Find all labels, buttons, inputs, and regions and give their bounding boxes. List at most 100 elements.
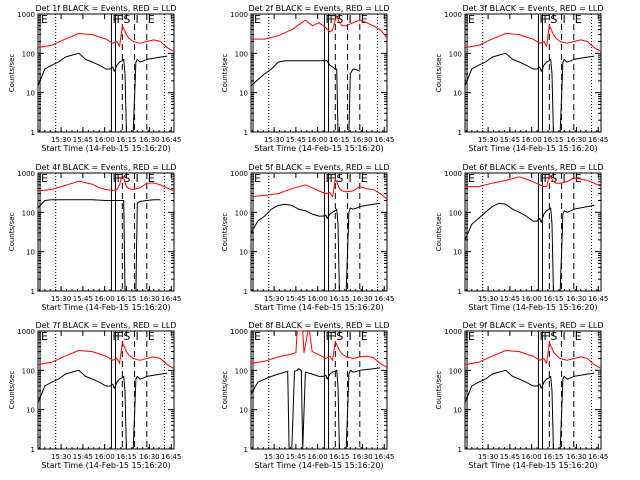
marker-label: I — [563, 330, 566, 343]
marker-label: S — [550, 13, 557, 26]
x-tick-label: 15:30 — [264, 453, 284, 461]
series-line-events — [37, 199, 161, 292]
y-tick-label: 1 — [244, 446, 248, 454]
x-tick-label: 15:30 — [478, 295, 498, 303]
x-tick-label: 15:30 — [51, 295, 71, 303]
y-tick-label: 1 — [458, 446, 462, 454]
y-tick-label: 1000 — [17, 170, 35, 178]
marker-label: S — [123, 172, 130, 185]
series-line-events — [37, 52, 168, 133]
series-line-events — [464, 369, 595, 450]
y-tick-label: 1000 — [230, 170, 248, 178]
x-tick-label: 16:30 — [352, 136, 372, 144]
series-line-lld — [465, 174, 602, 188]
panel-title: Det 7f BLACK = Events, RED = LLD — [35, 321, 176, 330]
panel-title: Det 5f BLACK = Events, RED = LLD — [248, 163, 389, 172]
marker-label: E — [361, 13, 368, 26]
marker-label: E — [148, 13, 155, 26]
x-tick-label: 16:30 — [139, 136, 159, 144]
x-tick-label: 16:30 — [566, 136, 586, 144]
marker-label: E — [361, 330, 368, 343]
x-tick-label: 16:15 — [543, 453, 563, 461]
y-tick-label: 1000 — [17, 11, 35, 19]
x-tick-label: 16:15 — [329, 453, 349, 461]
x-tick-label: 16:30 — [352, 295, 372, 303]
series-line-lld — [37, 25, 175, 53]
x-tick-label: 16:30 — [566, 453, 586, 461]
y-axis-label: Counts/sec — [435, 371, 443, 410]
y-tick-label: 100 — [449, 50, 462, 58]
marker-label: E — [41, 172, 48, 185]
y-tick-label: 1 — [244, 129, 248, 137]
marker-label: F — [330, 330, 336, 343]
x-tick-label: 16:15 — [543, 136, 563, 144]
marker-label: F — [117, 13, 123, 26]
marker-label: S — [550, 172, 557, 185]
x-tick-label: 16:00 — [95, 136, 115, 144]
y-axis-label: Counts/sec — [221, 54, 229, 93]
x-tick-label: 15:45 — [500, 453, 520, 461]
x-tick-label: 15:30 — [478, 136, 498, 144]
panel-9: Det 9f BLACK = Events, RED = LLD 1 10 100 10… — [435, 321, 608, 470]
x-tick-label: 16:45 — [161, 136, 181, 144]
x-tick-label: 16:30 — [139, 453, 159, 461]
panel-4: Det 4f BLACK = Events, RED = LLD 1 10 100 10… — [8, 163, 181, 312]
marker-label: E — [254, 13, 261, 26]
panel-8: Det 8f BLACK = Events, RED = LLD 1 10 100 10… — [221, 321, 394, 470]
panel-7: Det 7f BLACK = Events, RED = LLD 1 10 100 10… — [8, 321, 181, 470]
marker-label: F — [330, 13, 336, 26]
marker-label: I — [563, 172, 566, 185]
panel-5: Det 5f BLACK = Events, RED = LLD 1 10 100 10… — [221, 163, 394, 312]
x-axis-label: Start Time (14-Feb-15 15:16:20) — [41, 461, 170, 470]
x-tick-label: 16:45 — [161, 295, 181, 303]
series-line-lld — [251, 15, 388, 40]
series-line-lld — [464, 342, 602, 370]
x-tick-label: 16:30 — [566, 295, 586, 303]
marker-label: F — [330, 172, 336, 185]
y-axis-label: Counts/sec — [435, 213, 443, 252]
y-tick-label: 10 — [239, 249, 248, 257]
marker-label: F — [544, 330, 550, 343]
y-tick-label: 1000 — [444, 328, 462, 336]
marker-label: F — [117, 172, 123, 185]
y-tick-label: 10 — [26, 90, 35, 98]
x-tick-label: 16:00 — [95, 295, 115, 303]
y-tick-label: 1 — [458, 129, 462, 137]
x-axis-label: Start Time (14-Feb-15 15:16:20) — [41, 144, 170, 153]
x-tick-label: 16:30 — [352, 453, 372, 461]
y-tick-label: 100 — [449, 209, 462, 217]
x-axis-label: Start Time (14-Feb-15 15:16:20) — [468, 144, 597, 153]
x-tick-label: 16:00 — [95, 453, 115, 461]
y-tick-label: 10 — [453, 249, 462, 257]
plot-frame — [37, 172, 175, 292]
x-tick-label: 16:00 — [308, 136, 328, 144]
panel-title: Det 6f BLACK = Events, RED = LLD — [462, 163, 603, 172]
plot-frame — [464, 172, 602, 292]
y-tick-label: 100 — [22, 209, 35, 217]
x-tick-label: 16:45 — [374, 295, 394, 303]
marker-label: E — [254, 172, 261, 185]
series-line-events — [464, 202, 595, 292]
x-tick-label: 15:45 — [286, 136, 306, 144]
plot-frame — [37, 13, 175, 133]
x-axis-label: Start Time (14-Feb-15 15:16:20) — [254, 461, 383, 470]
plot-frame — [37, 330, 175, 450]
panel-title: Det 2f BLACK = Events, RED = LLD — [248, 4, 389, 13]
panel-title: Det 4f BLACK = Events, RED = LLD — [35, 163, 176, 172]
y-tick-label: 100 — [22, 367, 35, 375]
series-line-lld — [37, 174, 175, 192]
marker-label: I — [349, 13, 352, 26]
y-tick-label: 1 — [244, 288, 248, 296]
x-tick-label: 16:45 — [588, 295, 608, 303]
marker-label: S — [550, 330, 557, 343]
x-tick-label: 16:00 — [522, 295, 542, 303]
y-tick-label: 1000 — [230, 328, 248, 336]
y-axis-label: Counts/sec — [8, 371, 16, 410]
x-tick-label: 16:00 — [308, 453, 328, 461]
marker-label: E — [575, 330, 582, 343]
marker-label: I — [563, 13, 566, 26]
series-line-lld — [250, 178, 388, 200]
x-tick-label: 16:00 — [308, 295, 328, 303]
marker-label: E — [41, 330, 48, 343]
